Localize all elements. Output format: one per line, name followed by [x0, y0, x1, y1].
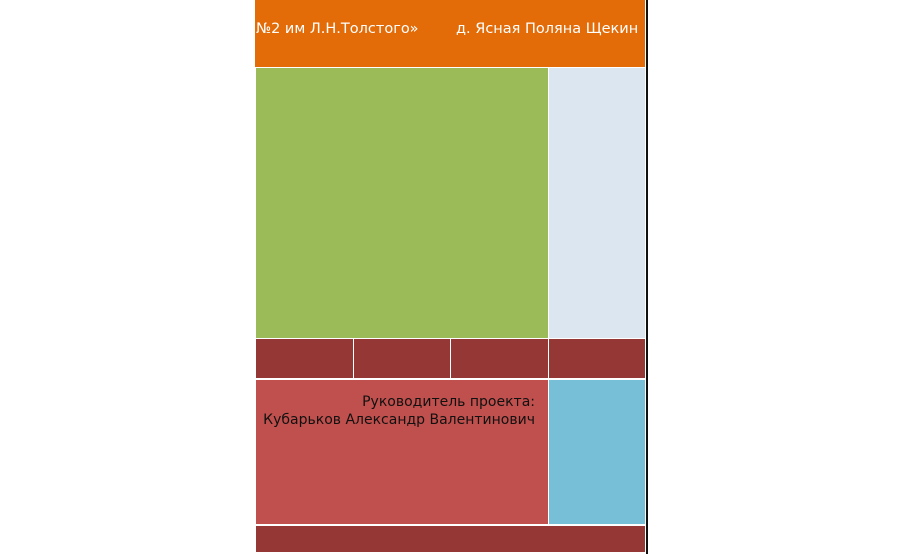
strip-cell	[256, 339, 353, 378]
light-blue-panel	[549, 68, 645, 338]
leader-panel: Руководитель проекта: Кубарьков Александ…	[256, 380, 548, 524]
header-bar: №2 им Л.Н.Толстого» д. Ясная Поляна Щеки…	[255, 0, 645, 67]
strip-cell	[549, 339, 645, 378]
cyan-panel	[549, 380, 645, 524]
strip-cell	[354, 339, 450, 378]
leader-name: Кубарьков Александр Валентинович	[263, 412, 535, 428]
footer-bar	[256, 526, 645, 552]
header-left-text: №2 им Л.Н.Толстого»	[256, 21, 419, 37]
strip-cell	[451, 339, 548, 378]
header-right-text: д. Ясная Поляна Щекин	[456, 21, 639, 37]
leader-label: Руководитель проекта:	[362, 394, 535, 410]
right-border	[646, 0, 648, 554]
green-panel	[256, 68, 548, 338]
